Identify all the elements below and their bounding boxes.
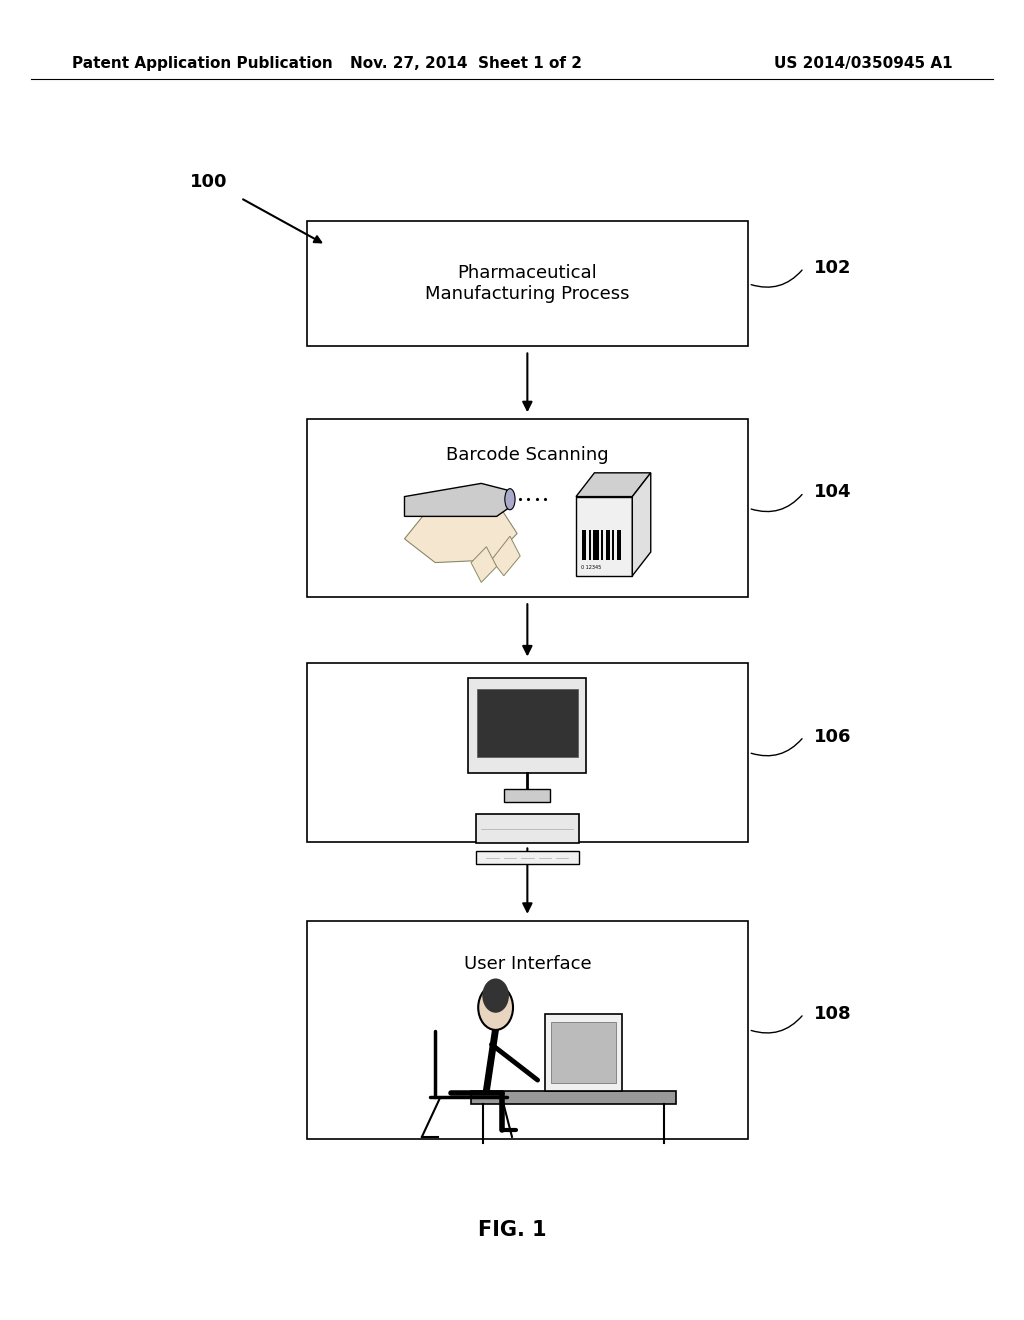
- Bar: [477, 689, 578, 758]
- Text: User Interface: User Interface: [464, 956, 591, 973]
- Text: FIG. 1: FIG. 1: [477, 1220, 547, 1241]
- Bar: [616, 529, 621, 560]
- Bar: [546, 1014, 623, 1090]
- Bar: [552, 1022, 616, 1082]
- Text: 108: 108: [814, 1005, 852, 1023]
- FancyBboxPatch shape: [307, 921, 748, 1138]
- Text: Patent Application Publication: Patent Application Publication: [72, 55, 333, 71]
- Bar: [471, 1090, 676, 1104]
- FancyBboxPatch shape: [307, 663, 748, 842]
- Circle shape: [478, 985, 513, 1030]
- Text: 100: 100: [189, 173, 227, 191]
- FancyBboxPatch shape: [307, 420, 748, 597]
- Circle shape: [482, 978, 509, 1012]
- Polygon shape: [471, 546, 497, 582]
- Polygon shape: [575, 473, 651, 496]
- Bar: [504, 789, 551, 803]
- Text: Barcode Scanning: Barcode Scanning: [446, 446, 608, 463]
- Text: 0 12345: 0 12345: [582, 565, 601, 570]
- Ellipse shape: [505, 488, 515, 510]
- Bar: [476, 814, 579, 843]
- Bar: [589, 529, 591, 560]
- Text: 102: 102: [814, 259, 852, 277]
- Polygon shape: [632, 473, 651, 576]
- Bar: [582, 529, 586, 560]
- Bar: [612, 529, 614, 560]
- Bar: [601, 529, 603, 560]
- Bar: [605, 529, 609, 560]
- Text: Nov. 27, 2014  Sheet 1 of 2: Nov. 27, 2014 Sheet 1 of 2: [350, 55, 582, 71]
- Polygon shape: [492, 536, 520, 576]
- Text: 106: 106: [814, 727, 852, 746]
- Bar: [575, 496, 633, 576]
- Text: US 2014/0350945 A1: US 2014/0350945 A1: [774, 55, 952, 71]
- Polygon shape: [404, 483, 510, 516]
- Bar: [476, 851, 579, 865]
- Bar: [593, 529, 598, 560]
- Polygon shape: [404, 499, 517, 562]
- Text: 104: 104: [814, 483, 852, 502]
- FancyBboxPatch shape: [307, 220, 748, 346]
- Bar: [469, 678, 586, 774]
- Text: Pharmaceutical
Manufacturing Process: Pharmaceutical Manufacturing Process: [425, 264, 630, 304]
- Text: Database: Database: [484, 690, 570, 708]
